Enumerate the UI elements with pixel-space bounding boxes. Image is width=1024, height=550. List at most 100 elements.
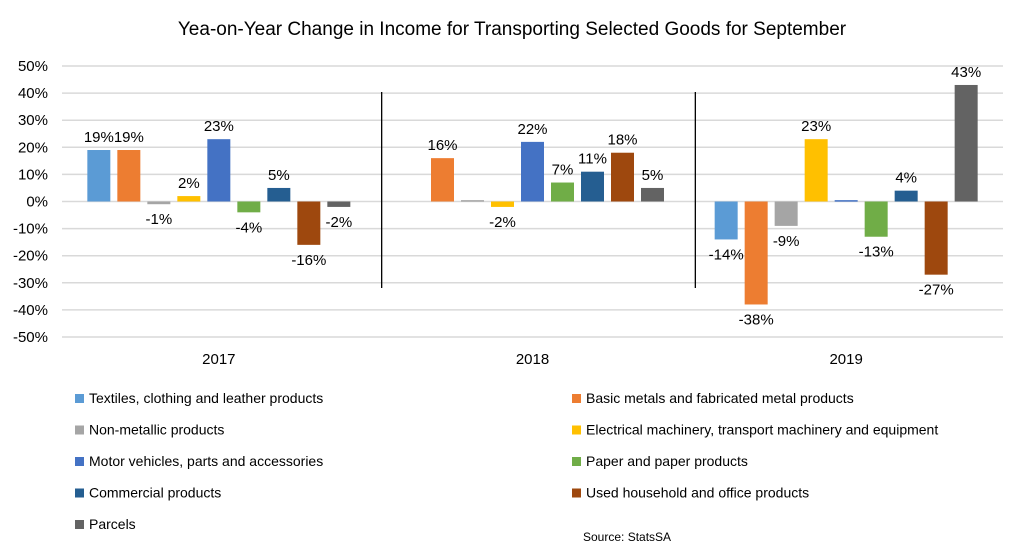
data-label: 2% bbox=[178, 175, 200, 192]
legend-label: Textiles, clothing and leather products bbox=[89, 390, 323, 406]
bar bbox=[147, 201, 171, 205]
bars bbox=[87, 84, 978, 305]
data-label: 7% bbox=[552, 162, 574, 179]
data-label: 22% bbox=[517, 121, 547, 138]
data-label: 23% bbox=[801, 118, 831, 135]
legend-swatch bbox=[572, 394, 581, 403]
bar bbox=[521, 141, 544, 202]
data-label: 19% bbox=[84, 129, 114, 146]
y-tick-label: -10% bbox=[13, 221, 48, 238]
legend-item: Commercial products bbox=[75, 485, 221, 501]
bar bbox=[327, 201, 351, 207]
data-labels: 19% 19% -1% 2% 23% -4% 5% -16% -2% 16% -2% 22% 7%11%… bbox=[84, 64, 981, 329]
bar bbox=[774, 201, 798, 226]
bar bbox=[267, 187, 291, 202]
y-tick-label: 50% bbox=[18, 58, 48, 75]
y-tick-label: 0% bbox=[26, 194, 48, 211]
bar bbox=[117, 150, 141, 202]
data-label: 43% bbox=[951, 64, 981, 81]
y-tick-label: -50% bbox=[13, 329, 48, 346]
bar bbox=[491, 201, 514, 207]
legend-item: Textiles, clothing and leather products bbox=[75, 390, 323, 406]
y-tick-label: 20% bbox=[18, 139, 48, 156]
bar bbox=[954, 84, 978, 202]
legend-swatch bbox=[75, 488, 84, 498]
data-label: 11% bbox=[578, 151, 607, 168]
bar bbox=[924, 201, 948, 275]
bar bbox=[744, 201, 768, 305]
legend-swatch bbox=[572, 488, 581, 498]
data-label: -2% bbox=[489, 214, 516, 231]
data-label: -9% bbox=[773, 233, 800, 250]
legend-label: Paper and paper products bbox=[586, 453, 748, 469]
legend: Textiles, clothing and leather products B… bbox=[75, 390, 938, 532]
source-note: Source: StatsSA bbox=[583, 530, 671, 544]
bar bbox=[461, 200, 484, 202]
legend-swatch bbox=[75, 457, 84, 466]
bar bbox=[87, 150, 111, 202]
y-tick-label: 40% bbox=[18, 85, 48, 102]
data-label: -16% bbox=[291, 252, 326, 269]
legend-label: Commercial products bbox=[89, 485, 221, 501]
legend-item: Paper and paper products bbox=[572, 453, 748, 469]
legend-item: Non-metallic products bbox=[75, 422, 224, 438]
data-label: 4% bbox=[895, 170, 917, 187]
legend-label: Used household and office products bbox=[586, 485, 809, 501]
data-label: -27% bbox=[919, 282, 954, 299]
bar bbox=[611, 152, 634, 202]
bar bbox=[641, 187, 664, 202]
legend-item: Motor vehicles, parts and accessories bbox=[75, 453, 323, 469]
data-label: 5% bbox=[642, 167, 664, 184]
bar bbox=[207, 139, 231, 202]
x-category-label: 2018 bbox=[516, 351, 549, 368]
legend-swatch bbox=[75, 520, 84, 529]
bar bbox=[297, 201, 321, 245]
legend-label: Motor vehicles, parts and accessories bbox=[89, 453, 323, 469]
bar bbox=[804, 139, 828, 202]
legend-item: Used household and office products bbox=[572, 485, 809, 501]
bar bbox=[834, 200, 858, 202]
legend-label: Electrical machinery, transport machiner… bbox=[586, 422, 938, 438]
legend-swatch bbox=[75, 425, 84, 435]
bar bbox=[431, 158, 454, 202]
legend-swatch bbox=[572, 457, 581, 466]
x-category-label: 2017 bbox=[202, 351, 235, 368]
legend-item: Basic metals and fabricated metal produc… bbox=[572, 390, 854, 406]
x-category-label: 2019 bbox=[829, 351, 862, 368]
data-label: 5% bbox=[268, 167, 290, 184]
data-label: -38% bbox=[739, 311, 774, 328]
group-separators bbox=[381, 92, 696, 288]
bar bbox=[581, 171, 604, 202]
data-label: -2% bbox=[325, 214, 352, 231]
legend-item: Electrical machinery, transport machiner… bbox=[572, 422, 938, 438]
data-label: 18% bbox=[607, 132, 637, 149]
bar bbox=[551, 182, 574, 202]
y-tick-label: -30% bbox=[13, 275, 48, 292]
data-label: -4% bbox=[235, 219, 262, 236]
y-axis-ticks: 50% 40% 30% 20% 10% 0% -10% -20% -30% -40% -50% bbox=[13, 58, 48, 346]
data-label: -13% bbox=[859, 244, 894, 261]
data-label: -1% bbox=[145, 211, 172, 228]
data-label: 16% bbox=[427, 137, 457, 154]
data-label: 19% bbox=[114, 129, 144, 146]
legend-label: Parcels bbox=[89, 516, 136, 532]
legend-label: Basic metals and fabricated metal produc… bbox=[586, 390, 854, 406]
bar bbox=[237, 201, 261, 213]
y-tick-label: 30% bbox=[18, 112, 48, 129]
chart-title: Yea-on-Year Change in Income for Transpo… bbox=[178, 19, 847, 40]
legend-label: Non-metallic products bbox=[89, 422, 224, 438]
bar bbox=[894, 190, 918, 202]
legend-swatch bbox=[75, 394, 84, 403]
data-label: 23% bbox=[204, 118, 234, 135]
x-axis-categories: 2017 2018 2019 bbox=[202, 351, 863, 368]
legend-swatch bbox=[572, 425, 581, 435]
y-tick-label: 10% bbox=[18, 166, 48, 183]
legend-item: Parcels bbox=[75, 516, 136, 532]
bar bbox=[177, 196, 201, 202]
bar bbox=[714, 201, 738, 240]
y-tick-label: -40% bbox=[13, 302, 48, 319]
y-tick-label: -20% bbox=[13, 248, 48, 265]
bar bbox=[864, 201, 888, 237]
data-label: -14% bbox=[709, 246, 744, 263]
